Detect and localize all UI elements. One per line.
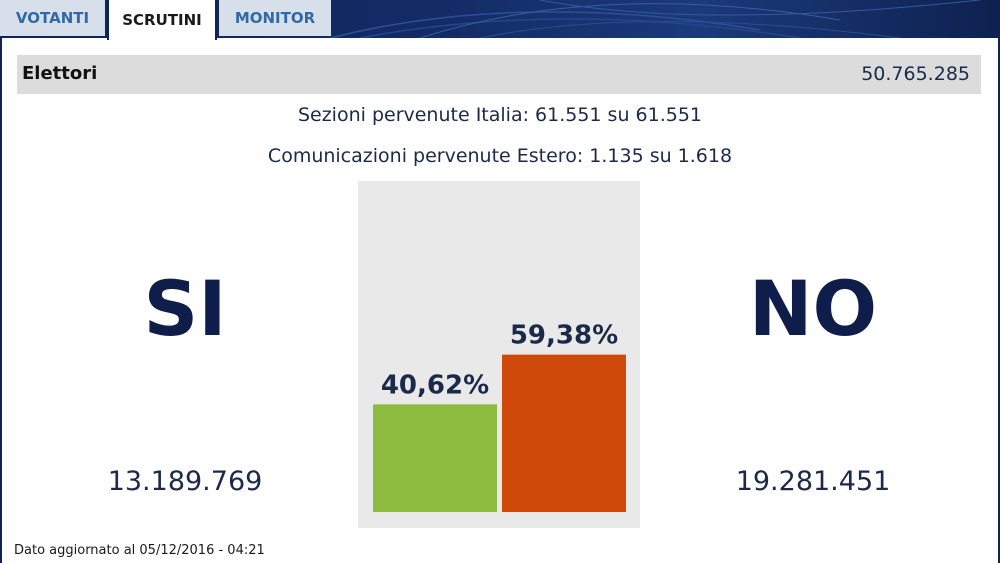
no-count: 19.281.451: [735, 466, 891, 497]
bar-label-si: 40,62%: [381, 370, 489, 400]
si-count: 13.189.769: [107, 466, 263, 497]
elettori-label: Elettori: [22, 63, 98, 84]
tab-votanti[interactable]: VOTANTI: [0, 0, 105, 36]
sezioni-info: Sezioni pervenute Italia: 61.551 su 61.5…: [297, 104, 703, 126]
banner-decoration: [329, 0, 981, 38]
comunicazioni-info: Comunicazioni pervenute Estero: 1.135 su…: [267, 145, 733, 167]
last-update: Dato aggiornato al 05/12/2016 - 04:21: [14, 543, 265, 558]
no-label: NO: [748, 264, 878, 353]
si-label: SI: [143, 264, 227, 353]
elettori-value: 50.765.285: [861, 63, 970, 85]
tab-monitor[interactable]: MONITOR: [219, 0, 331, 36]
tab-scrutini[interactable]: SCRUTINI: [107, 0, 217, 40]
bar-si: [373, 404, 497, 512]
bar-label-no: 59,38%: [510, 321, 618, 351]
elettori-bar: [17, 55, 981, 94]
bar-no: [502, 354, 626, 512]
